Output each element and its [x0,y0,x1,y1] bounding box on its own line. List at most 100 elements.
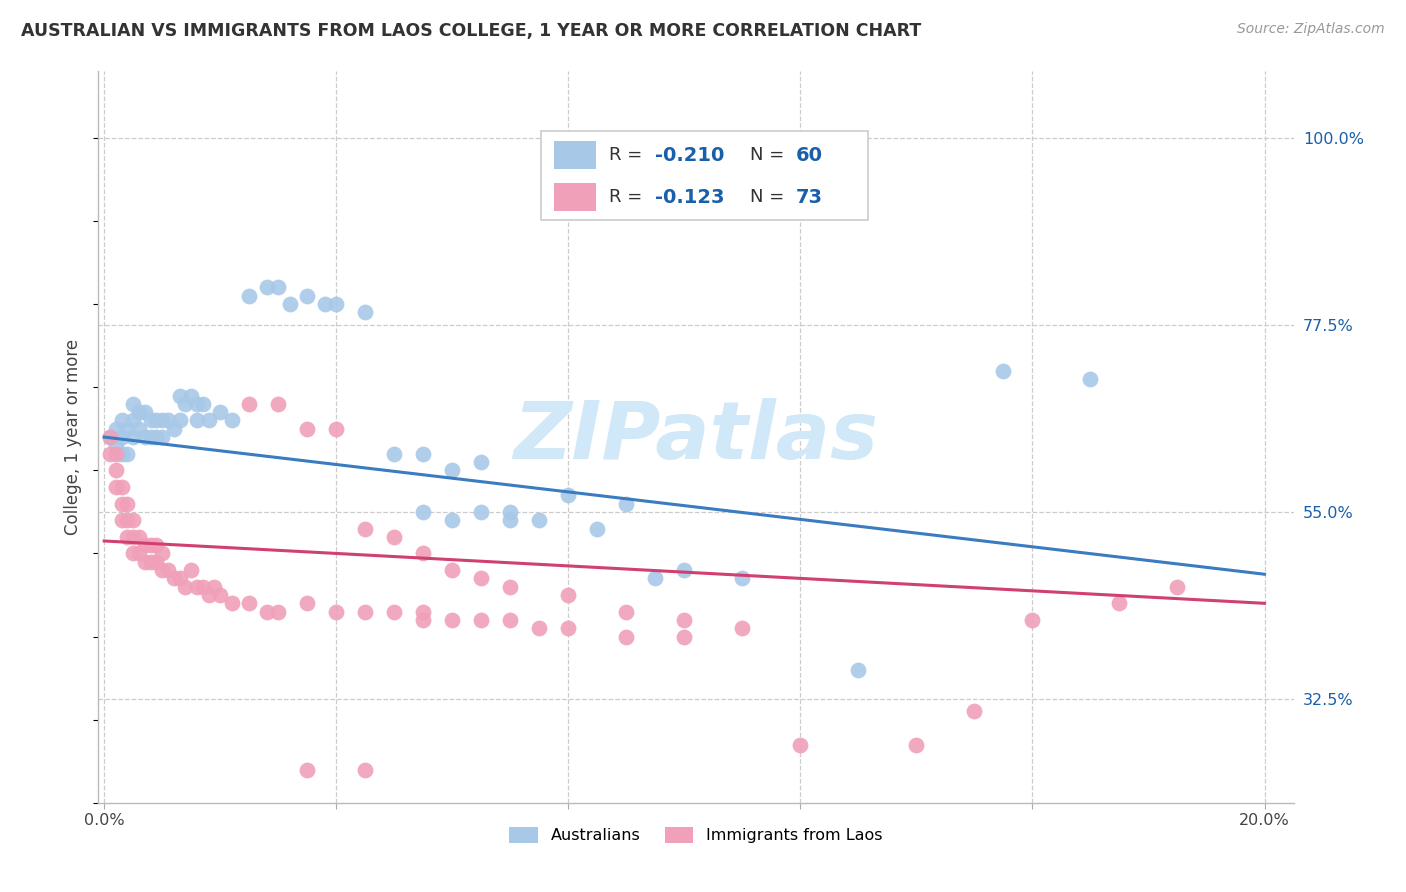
Legend: Australians, Immigrants from Laos: Australians, Immigrants from Laos [503,821,889,850]
Text: N =: N = [749,188,790,206]
Point [128,422,150,436]
Point [238,397,260,411]
Point [134,430,156,444]
Point [412,546,434,560]
Point [1166,580,1188,594]
Point [169,571,191,585]
Point [267,280,290,294]
Point [499,505,522,519]
Point [441,463,464,477]
Point [470,571,492,585]
Point [145,413,167,427]
Point [117,447,139,461]
Point [731,571,754,585]
Point [134,555,156,569]
Point [529,621,551,635]
Point [1080,372,1102,386]
Point [614,605,637,619]
Point [111,430,134,444]
Point [204,580,226,594]
Point [412,447,434,461]
Point [104,480,127,494]
Point [314,297,336,311]
Point [145,555,167,569]
Point [134,405,156,419]
Point [139,555,162,569]
Point [614,630,637,644]
Point [139,430,162,444]
Point [673,630,696,644]
Point [221,596,243,610]
Point [441,513,464,527]
Text: Source: ZipAtlas.com: Source: ZipAtlas.com [1237,22,1385,37]
Point [139,413,162,427]
Point [1108,596,1130,610]
Point [470,613,492,627]
Point [111,447,134,461]
Text: AUSTRALIAN VS IMMIGRANTS FROM LAOS COLLEGE, 1 YEAR OR MORE CORRELATION CHART: AUSTRALIAN VS IMMIGRANTS FROM LAOS COLLE… [21,22,921,40]
Point [150,413,173,427]
Point [111,413,134,427]
Point [186,413,208,427]
Point [122,430,145,444]
Point [157,413,180,427]
Text: R =: R = [609,146,648,164]
Point [557,488,579,502]
Point [117,497,139,511]
Text: -0.210: -0.210 [655,145,724,165]
Point [412,613,434,627]
Point [644,571,666,585]
Point [963,705,986,719]
Point [180,563,202,577]
Point [354,605,377,619]
Point [905,738,928,752]
Point [1021,613,1043,627]
Point [412,605,434,619]
Point [354,763,377,777]
Point [221,413,243,427]
Point [98,447,121,461]
Text: 73: 73 [796,187,823,207]
Point [557,588,579,602]
Point [180,388,202,402]
Point [122,530,145,544]
Point [256,605,278,619]
Point [191,580,214,594]
Point [499,580,522,594]
Point [673,613,696,627]
Point [117,513,139,527]
Point [150,546,173,560]
Point [325,605,347,619]
FancyBboxPatch shape [541,131,868,220]
Point [499,613,522,627]
Point [731,621,754,635]
Point [297,289,319,303]
Point [267,605,290,619]
Point [614,497,637,511]
Point [157,563,180,577]
Point [163,571,186,585]
Point [197,588,219,602]
Point [122,513,145,527]
Point [848,663,870,677]
Point [529,513,551,527]
Point [111,513,134,527]
Point [111,480,134,494]
Point [297,596,319,610]
Point [117,422,139,436]
Point [297,763,319,777]
Point [557,621,579,635]
Point [150,430,173,444]
Point [98,430,121,444]
Point [278,297,301,311]
Text: R =: R = [609,188,648,206]
Point [267,397,290,411]
Point [174,397,197,411]
Point [145,430,167,444]
Point [128,546,150,560]
Text: ZIPatlas: ZIPatlas [513,398,879,476]
Text: 60: 60 [796,145,823,165]
Point [169,413,191,427]
Point [139,538,162,552]
Point [191,397,214,411]
